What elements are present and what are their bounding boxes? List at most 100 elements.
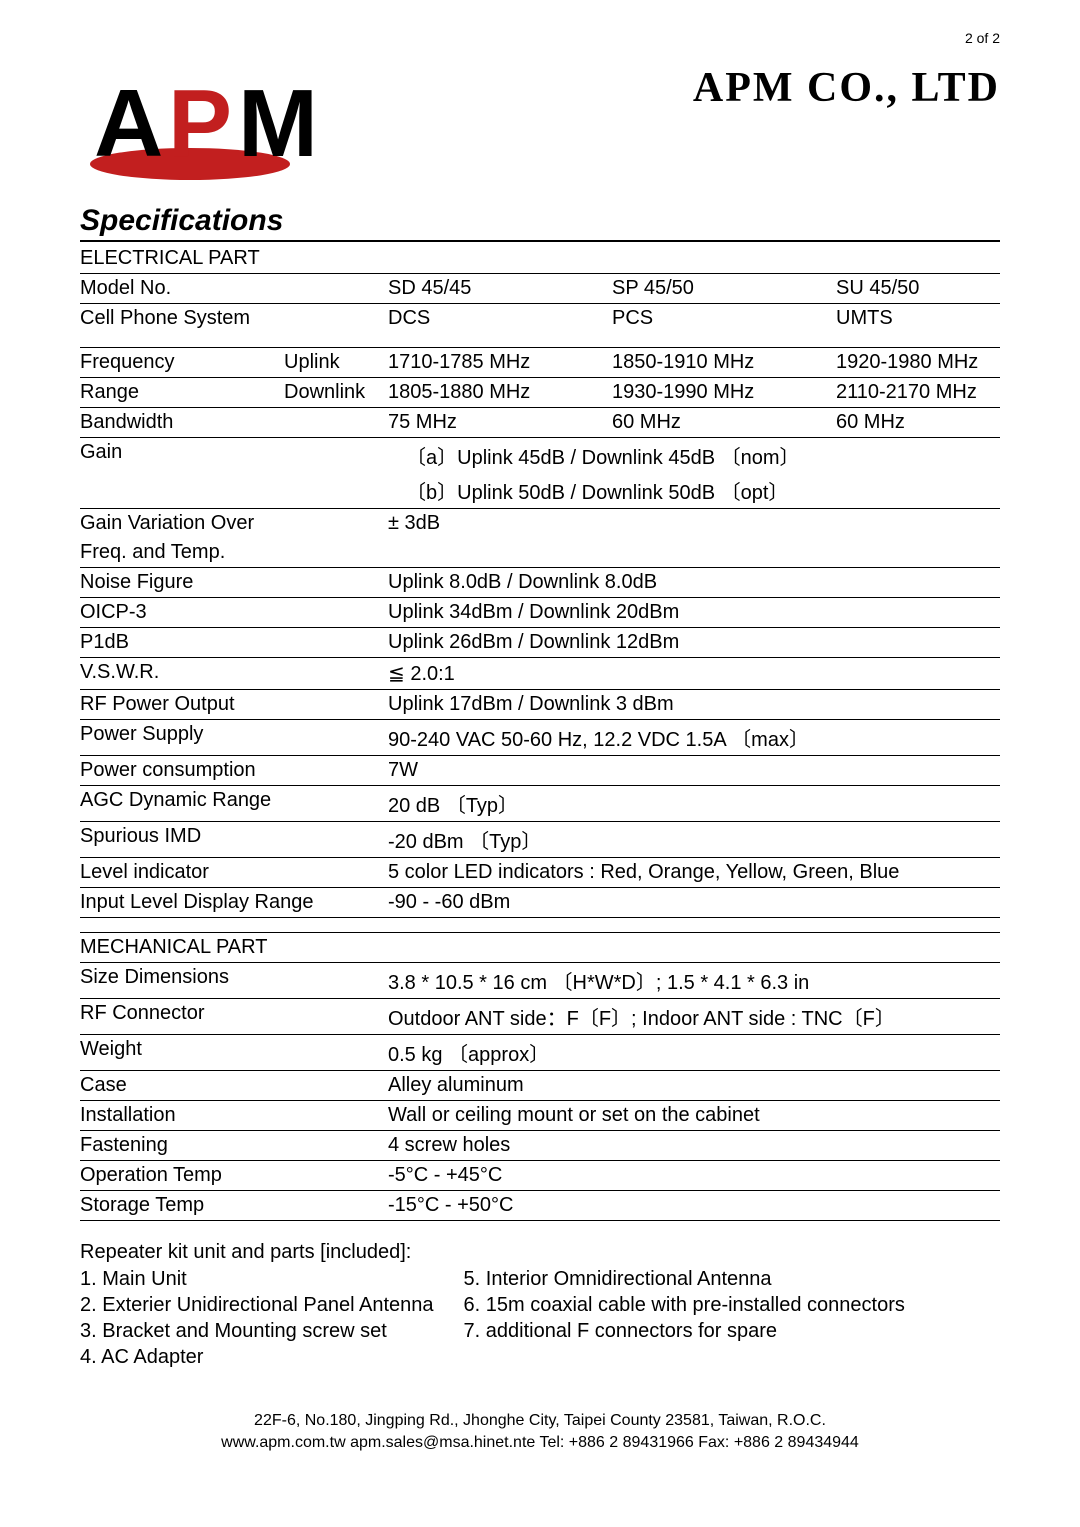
kit-item: 2. Exterier Unidirectional Panel Antenna [80, 1292, 434, 1318]
label-oicp3: OICP-3 [80, 598, 388, 628]
row-sttemp: Storage Temp -15°C - +50°C [80, 1191, 1000, 1221]
row-agc: AGC Dynamic Range 20 dB 〔Typ〕 [80, 786, 1000, 822]
kit-item: 3. Bracket and Mounting screw set [80, 1318, 434, 1344]
row-case: Case Alley aluminum [80, 1071, 1000, 1101]
model-sd: SD 45/45 [388, 274, 612, 304]
noise-value: Uplink 8.0dB / Downlink 8.0dB [388, 568, 1000, 598]
svg-text:M: M [238, 70, 318, 177]
row-system: Cell Phone System DCS PCS UMTS [80, 304, 1000, 334]
row-model: Model No. SD 45/45 SP 45/50 SU 45/50 [80, 274, 1000, 304]
row-gainvar2: Freq. and Temp. [80, 538, 1000, 568]
label-downlink: Downlink [284, 378, 388, 408]
row-gain-b: 〔b〕Uplink 50dB / Downlink 50dB 〔opt〕 [80, 473, 1000, 509]
downlink-sp: 1930-1990 MHz [612, 378, 836, 408]
electrical-part-heading: ELECTRICAL PART [80, 244, 388, 273]
optemp-value: -5°C - +45°C [388, 1161, 1000, 1191]
label-bandwidth: Bandwidth [80, 408, 388, 438]
label-model: Model No. [80, 274, 388, 304]
label-spurimd: Spurious IMD [80, 822, 388, 858]
svg-text:A: A [94, 70, 163, 177]
apm-logo: A P M [80, 56, 340, 186]
label-gainvar1: Gain Variation Over [80, 509, 388, 539]
case-value: Alley aluminum [388, 1071, 1000, 1101]
row-pcons: Power consumption 7W [80, 756, 1000, 786]
label-system: Cell Phone System [80, 304, 388, 334]
install-value: Wall or ceiling mount or set on the cabi… [388, 1101, 1000, 1131]
psupply-value: 90-240 VAC 50-60 Hz, 12.2 VDC 1.5A 〔max〕 [388, 720, 1000, 756]
header: A P M APM CO., LTD [80, 56, 1000, 186]
label-agc: AGC Dynamic Range [80, 786, 388, 822]
label-uplink: Uplink [284, 348, 388, 378]
downlink-su: 2110-2170 MHz [836, 378, 1000, 408]
levelind-value: 5 color LED indicators : Red, Orange, Ye… [388, 858, 1000, 888]
agc-value: 20 dB 〔Typ〕 [388, 786, 1000, 822]
kit-left-list: 1. Main Unit 2. Exterier Unidirectional … [80, 1266, 434, 1370]
page-root: 2 of 2 A P M APM CO., LTD Specifications… [40, 0, 1040, 1473]
label-psupply: Power Supply [80, 720, 388, 756]
label-inputlvl: Input Level Display Range [80, 888, 388, 918]
row-rfconn: RF Connector Outdoor ANT side：F〔F〕; Indo… [80, 999, 1000, 1035]
model-sp: SP 45/50 [612, 274, 836, 304]
label-install: Installation [80, 1101, 388, 1131]
page-number: 2 of 2 [80, 30, 1000, 46]
row-levelind: Level indicator 5 color LED indicators :… [80, 858, 1000, 888]
label-pcons: Power consumption [80, 756, 388, 786]
label-fasten: Fastening [80, 1131, 388, 1161]
sttemp-value: -15°C - +50°C [388, 1191, 1000, 1221]
label-optemp: Operation Temp [80, 1161, 388, 1191]
row-mech-heading: MECHANICAL PART [80, 933, 1000, 963]
label-weight: Weight [80, 1035, 388, 1071]
row-bandwidth: Bandwidth 75 MHz 60 MHz 60 MHz [80, 408, 1000, 438]
bandwidth-sd: 75 MHz [388, 408, 612, 438]
label-rfpower: RF Power Output [80, 690, 388, 720]
label-frequency: Frequency [80, 348, 284, 378]
kit-heading: Repeater kit unit and parts [included]: [80, 1241, 1000, 1264]
footer-line-1: 22F-6, No.180, Jingping Rd., Jhonghe Cit… [80, 1410, 1000, 1432]
kit-item: 5. Interior Omnidirectional Antenna [464, 1266, 905, 1292]
label-noise: Noise Figure [80, 568, 388, 598]
inputlvl-value: -90 - -60 dBm [388, 888, 1000, 918]
rfpower-value: Uplink 17dBm / Downlink 3 dBm [388, 690, 1000, 720]
row-p1db: P1dB Uplink 26dBm / Downlink 12dBm [80, 628, 1000, 658]
mechanical-part-heading: MECHANICAL PART [80, 933, 1000, 963]
gain-b: 〔b〕Uplink 50dB / Downlink 50dB 〔opt〕 [388, 473, 1000, 509]
pcons-value: 7W [388, 756, 1000, 786]
row-inputlvl: Input Level Display Range -90 - -60 dBm [80, 888, 1000, 918]
label-gainvar2: Freq. and Temp. [80, 538, 388, 568]
spurimd-value: -20 dBm 〔Typ〕 [388, 822, 1000, 858]
size-value: 3.8 * 10.5 * 16 cm 〔H*W*D〕; 1.5 * 4.1 * … [388, 963, 1000, 999]
row-noise: Noise Figure Uplink 8.0dB / Downlink 8.0… [80, 568, 1000, 598]
row-downlink: Range Downlink 1805-1880 MHz 1930-1990 M… [80, 378, 1000, 408]
system-su: UMTS [836, 304, 1000, 334]
row-vswr: V.S.W.R. ≦ 2.0:1 [80, 658, 1000, 690]
weight-value: 0.5 kg 〔approx〕 [388, 1035, 1000, 1071]
row-spurimd: Spurious IMD -20 dBm 〔Typ〕 [80, 822, 1000, 858]
footer: 22F-6, No.180, Jingping Rd., Jhonghe Cit… [80, 1410, 1000, 1453]
label-rfconn: RF Connector [80, 999, 388, 1035]
row-psupply: Power Supply 90-240 VAC 50-60 Hz, 12.2 V… [80, 720, 1000, 756]
system-sp: PCS [612, 304, 836, 334]
row-install: Installation Wall or ceiling mount or se… [80, 1101, 1000, 1131]
label-range: Range [80, 378, 284, 408]
label-p1db: P1dB [80, 628, 388, 658]
row-weight: Weight 0.5 kg 〔approx〕 [80, 1035, 1000, 1071]
kit-item: 1. Main Unit [80, 1266, 434, 1292]
gain-a: 〔a〕Uplink 45dB / Downlink 45dB 〔nom〕 [388, 438, 1000, 474]
row-size: Size Dimensions 3.8 * 10.5 * 16 cm 〔H*W*… [80, 963, 1000, 999]
uplink-su: 1920-1980 MHz [836, 348, 1000, 378]
p1db-value: Uplink 26dBm / Downlink 12dBm [388, 628, 1000, 658]
bandwidth-sp: 60 MHz [612, 408, 836, 438]
row-optemp: Operation Temp -5°C - +45°C [80, 1161, 1000, 1191]
vswr-value: ≦ 2.0:1 [388, 658, 1000, 690]
row-oicp3: OICP-3 Uplink 34dBm / Downlink 20dBm [80, 598, 1000, 628]
label-levelind: Level indicator [80, 858, 388, 888]
uplink-sp: 1850-1910 MHz [612, 348, 836, 378]
label-size: Size Dimensions [80, 963, 388, 999]
apm-logo-svg: A P M [80, 56, 340, 186]
bandwidth-su: 60 MHz [836, 408, 1000, 438]
label-case: Case [80, 1071, 388, 1101]
specifications-heading: Specifications [80, 204, 1000, 242]
system-sd: DCS [388, 304, 612, 334]
footer-line-2: www.apm.com.tw apm.sales@msa.hinet.nte T… [80, 1432, 1000, 1454]
downlink-sd: 1805-1880 MHz [388, 378, 612, 408]
